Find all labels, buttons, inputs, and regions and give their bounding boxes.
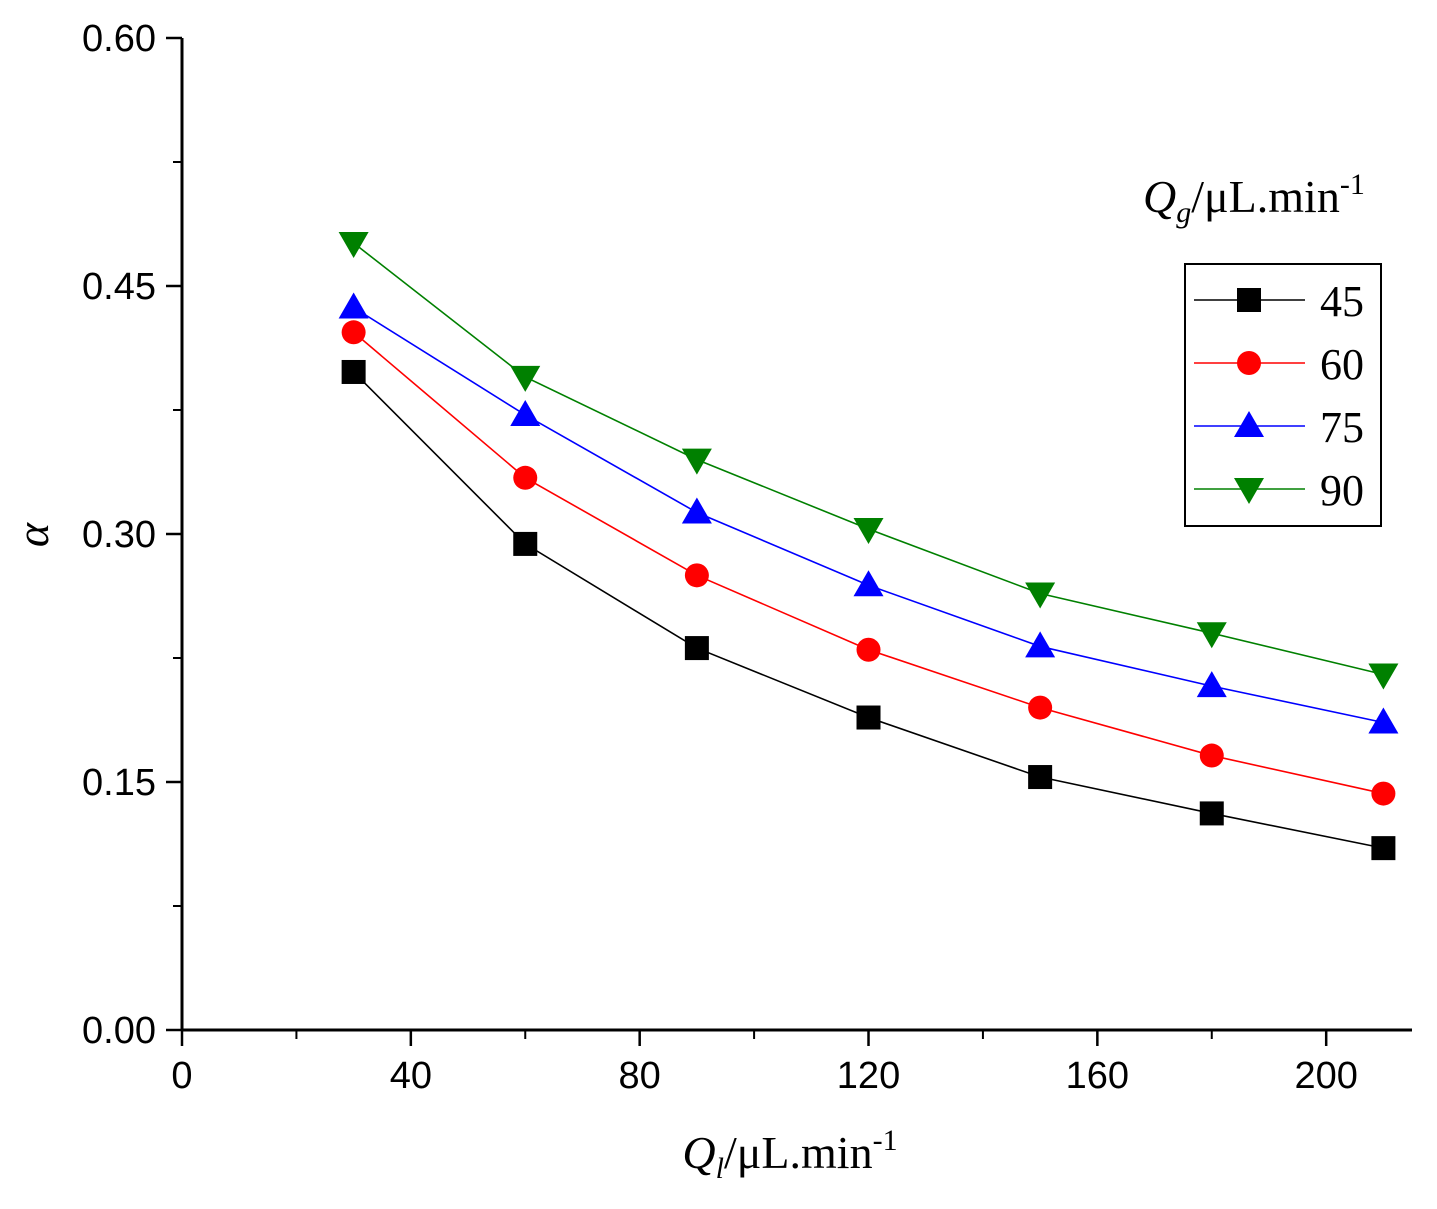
legend-title-main: Q — [1143, 171, 1176, 222]
x-tick-label: 40 — [390, 1055, 432, 1097]
data-point-90 — [1196, 622, 1227, 649]
legend-marker — [1234, 478, 1264, 504]
data-point-45 — [1199, 801, 1224, 826]
data-point-60 — [1199, 743, 1224, 768]
data-point-90 — [338, 232, 369, 259]
data-point-60 — [1028, 695, 1053, 720]
series-90 — [338, 232, 1399, 690]
y-tick-label: 0.45 — [82, 266, 156, 308]
y-axis-title: α — [7, 522, 58, 547]
series-layer — [338, 232, 1399, 861]
data-point-75 — [1196, 671, 1227, 698]
y-tick-label: 0.15 — [82, 762, 156, 804]
legend-box — [1184, 263, 1382, 527]
x-tick-label: 200 — [1294, 1055, 1357, 1097]
legend-title-unit: /μL.min — [1191, 171, 1340, 222]
legend-entry-45: 45 — [1194, 277, 1364, 326]
data-point-60 — [513, 465, 538, 490]
x-axis-title-main: Q — [682, 1127, 715, 1178]
data-point-90 — [1368, 663, 1399, 690]
legend-entry-60: 60 — [1194, 340, 1364, 389]
legend-title: Qg/μL.min-1 — [1143, 168, 1365, 229]
x-tick-label: 0 — [171, 1055, 192, 1097]
data-point-45 — [1371, 836, 1396, 861]
x-tick-label: 160 — [1066, 1055, 1129, 1097]
data-point-60 — [684, 563, 709, 588]
legend-label: 90 — [1320, 466, 1364, 515]
data-point-45 — [856, 705, 881, 730]
data-point-90 — [510, 365, 541, 392]
data-point-75 — [1368, 707, 1399, 734]
legend-entry-90: 90 — [1194, 466, 1364, 515]
legend-marker — [1237, 351, 1261, 375]
legend-label: 60 — [1320, 340, 1364, 389]
legend: 45 60 75 90 — [1184, 263, 1382, 527]
data-point-75 — [853, 570, 884, 597]
series-60 — [341, 320, 1396, 806]
data-point-90 — [1025, 582, 1056, 609]
y-tick-label: 0.60 — [82, 18, 156, 60]
x-axis-title-sub: l — [716, 1152, 724, 1185]
data-point-45 — [1028, 765, 1053, 790]
y-tick-label: 0.30 — [82, 514, 156, 556]
data-point-75 — [338, 292, 369, 319]
data-point-60 — [341, 320, 366, 345]
x-tick-label: 120 — [837, 1055, 900, 1097]
data-point-75 — [681, 497, 712, 524]
x-axis-title: Ql/μL.min-1 — [682, 1124, 897, 1185]
data-point-90 — [681, 448, 712, 475]
data-point-45 — [341, 359, 366, 384]
axes: 0 40 80 120 160 200 0.00 0.15 0.30 0.45 0.60 — [82, 18, 1412, 1097]
legend-title-sub: g — [1176, 196, 1191, 229]
legend-entry-75: 75 — [1194, 403, 1364, 452]
x-axis-title-sup: -1 — [873, 1124, 898, 1157]
legend-title-sup: -1 — [1340, 168, 1365, 201]
x-tick-label: 80 — [619, 1055, 661, 1097]
legend-marker — [1234, 411, 1264, 437]
data-point-75 — [1025, 631, 1056, 658]
legend-marker — [1237, 288, 1261, 312]
legend-label: 75 — [1320, 403, 1364, 452]
data-point-60 — [856, 637, 881, 662]
data-point-75 — [510, 399, 541, 426]
data-point-45 — [513, 531, 538, 556]
data-point-60 — [1371, 781, 1396, 806]
legend-label: 45 — [1320, 277, 1364, 326]
data-point-90 — [853, 518, 884, 545]
data-point-45 — [684, 636, 709, 661]
series-75 — [338, 292, 1399, 734]
series-45 — [341, 359, 1396, 861]
x-axis-title-unit: /μL.min — [724, 1127, 873, 1178]
y-tick-label: 0.00 — [82, 1010, 156, 1052]
